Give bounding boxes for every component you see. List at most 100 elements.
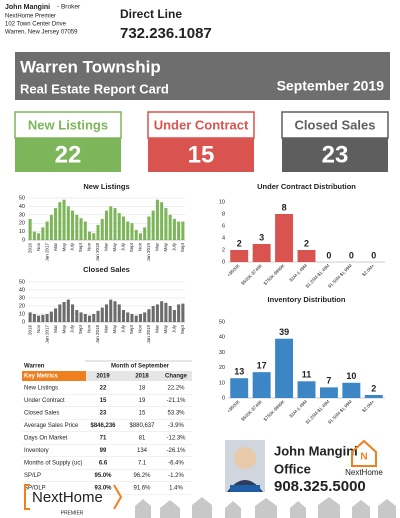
house bbox=[192, 497, 212, 518]
bar bbox=[66, 206, 70, 240]
address: Warren, New Jersey 07059 bbox=[5, 30, 78, 36]
bar bbox=[49, 214, 53, 240]
kpi-value: 22 bbox=[55, 141, 82, 168]
bar bbox=[104, 210, 109, 240]
bar bbox=[58, 202, 62, 240]
table-cell: Closed Sales bbox=[24, 411, 59, 417]
table-cell: -3.9% bbox=[168, 423, 184, 429]
bar bbox=[126, 312, 130, 322]
y-tick-label: 10 bbox=[219, 199, 225, 205]
bar bbox=[164, 302, 168, 322]
table-cell: Days On Market bbox=[24, 436, 68, 442]
table-cell: 23 bbox=[100, 411, 107, 417]
logo-brand: NextHome bbox=[32, 489, 103, 506]
table-cell: -21.1% bbox=[166, 398, 186, 404]
x-tick-label: Mar bbox=[104, 324, 109, 332]
x-tick-label: Sept bbox=[129, 242, 134, 252]
bar bbox=[92, 233, 96, 240]
agent-photo bbox=[234, 447, 256, 469]
x-tick-label: $1.50M-$1.99M bbox=[327, 399, 353, 425]
data-label: 7 bbox=[326, 376, 331, 386]
x-tick-label: Jan 2017 bbox=[44, 243, 49, 262]
bar bbox=[172, 219, 176, 240]
y-tick-label: 4 bbox=[222, 235, 225, 241]
data-label: 17 bbox=[257, 361, 267, 371]
table-cell: Inventory bbox=[24, 448, 49, 454]
bar bbox=[54, 208, 58, 240]
bar bbox=[66, 299, 70, 322]
bar bbox=[134, 315, 138, 322]
bar bbox=[177, 221, 181, 240]
x-tick-label: Jan 2018 bbox=[95, 243, 100, 262]
y-tick-label: 0 bbox=[22, 319, 25, 325]
bar bbox=[109, 299, 113, 322]
x-tick-label: Nov bbox=[138, 324, 143, 333]
bar bbox=[230, 250, 249, 262]
chart-title: Inventory Distribution bbox=[268, 295, 346, 304]
banner-subtitle: Real Estate Report Card bbox=[20, 81, 169, 96]
x-tick-label: $1M-1.49M bbox=[288, 399, 308, 419]
x-tick-label: Jan 2017 bbox=[44, 325, 49, 344]
x-tick-label: Nov bbox=[36, 242, 41, 251]
table-cell: -1.2% bbox=[168, 473, 184, 479]
agent-role: - Broker bbox=[57, 4, 81, 11]
x-tick-label: July bbox=[172, 324, 177, 333]
kpi-label-box bbox=[147, 111, 255, 139]
x-tick-label: Sept bbox=[78, 324, 83, 334]
bar bbox=[41, 227, 45, 240]
bar bbox=[143, 312, 147, 322]
y-tick-label: 30 bbox=[219, 350, 225, 356]
table-cell: 15 bbox=[100, 398, 107, 404]
bar bbox=[96, 224, 100, 240]
table-cell: 93.0% bbox=[94, 486, 112, 492]
chart-title: Closed Sales bbox=[83, 265, 130, 274]
bar bbox=[130, 223, 134, 240]
banner-period: September 2019 bbox=[277, 78, 385, 94]
footer-office-phone: 908.325.5000 bbox=[274, 478, 366, 495]
x-tick-label: $1.50M-$1.99M bbox=[327, 263, 353, 289]
chart-title: New Listings bbox=[83, 182, 129, 191]
bar bbox=[79, 218, 83, 240]
logo-n: N bbox=[360, 452, 367, 463]
chart: Under Contract Distribution 0 2 4 6 8 10 2 <$500… bbox=[219, 182, 385, 289]
x-tick-label: July bbox=[70, 242, 75, 251]
y-tick-label: 40 bbox=[219, 335, 225, 341]
house bbox=[378, 499, 396, 518]
bar bbox=[113, 301, 117, 322]
table-cell: 22 bbox=[100, 386, 107, 392]
y-tick-label: 20 bbox=[19, 221, 25, 227]
x-tick-label: July bbox=[172, 242, 177, 251]
x-tick-label: Mar bbox=[155, 324, 160, 332]
data-label: 10 bbox=[346, 371, 356, 381]
bar bbox=[319, 387, 338, 398]
company: NextHome Premier bbox=[5, 14, 56, 20]
data-label: 3 bbox=[259, 232, 264, 242]
x-tick-label: May bbox=[112, 242, 117, 251]
kpi-value-box bbox=[148, 138, 254, 172]
logo-sub: PREMIER bbox=[61, 510, 84, 516]
bar bbox=[252, 372, 271, 398]
x-tick-label: $750K-$999K bbox=[263, 263, 286, 286]
bar bbox=[28, 312, 32, 322]
bar bbox=[41, 314, 45, 322]
y-tick-label: 30 bbox=[19, 295, 25, 301]
kpi-label: New Listings bbox=[28, 117, 108, 132]
x-tick-label: Nov bbox=[138, 242, 143, 251]
kpi-label: Closed Sales bbox=[295, 117, 376, 132]
logo-brand: NextHome bbox=[345, 468, 383, 477]
table-cell: SP/LP bbox=[24, 473, 41, 479]
bar bbox=[100, 219, 104, 240]
bar bbox=[113, 208, 117, 240]
x-tick-label: Sept bbox=[78, 242, 83, 252]
badge bbox=[230, 485, 260, 492]
bar bbox=[297, 250, 316, 262]
data-label: 11 bbox=[302, 370, 312, 380]
bar bbox=[155, 199, 159, 240]
table-cell: 7.1 bbox=[138, 461, 147, 467]
house bbox=[255, 498, 277, 518]
table-cell: $846,236 bbox=[90, 423, 116, 429]
bar bbox=[160, 202, 164, 240]
data-label: 2 bbox=[237, 238, 242, 248]
data-label: 0 bbox=[326, 250, 331, 260]
